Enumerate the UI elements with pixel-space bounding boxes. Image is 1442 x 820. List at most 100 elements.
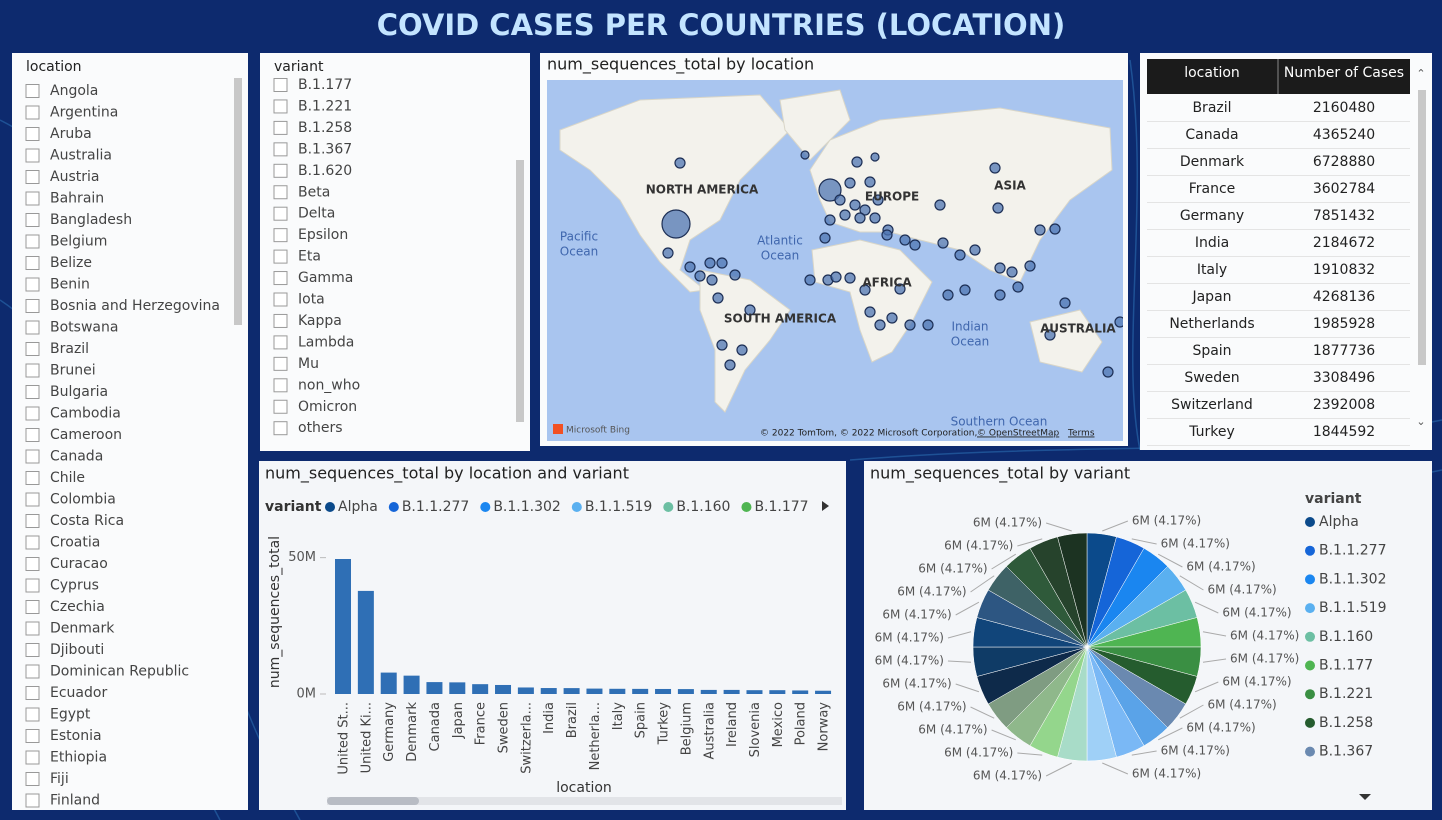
slicer-item[interactable]: Lambda [298, 334, 354, 350]
legend-label[interactable]: B.1.160 [1319, 629, 1373, 645]
legend-label[interactable]: B.1.221 [1319, 686, 1373, 702]
checkbox[interactable] [25, 213, 40, 227]
checkbox[interactable] [25, 772, 40, 786]
slicer-item[interactable]: Costa Rica [50, 513, 124, 529]
checkbox[interactable] [25, 234, 40, 249]
slicer-item[interactable]: Croatia [50, 535, 100, 551]
checkbox[interactable] [25, 342, 40, 356]
slicer-item[interactable]: B.1.177 [298, 77, 352, 93]
slicer-item[interactable]: Djibouti [50, 642, 104, 658]
slicer-item[interactable]: B.1.620 [298, 163, 352, 179]
slicer-item[interactable]: Argentina [50, 105, 118, 121]
checkbox[interactable] [25, 793, 40, 808]
checkbox[interactable] [273, 313, 288, 328]
scroll-up[interactable]: ⌃ [1416, 67, 1425, 80]
checkbox[interactable] [25, 385, 40, 399]
checkbox[interactable] [25, 299, 40, 313]
checkbox[interactable] [25, 643, 40, 657]
checkbox[interactable] [273, 292, 288, 307]
map-terms-link[interactable]: Terms [1067, 429, 1095, 439]
scrollbar[interactable] [234, 78, 242, 325]
checkbox[interactable] [25, 406, 40, 421]
slicer-item[interactable]: others [298, 420, 343, 436]
checkbox[interactable] [25, 600, 40, 614]
legend-label[interactable]: B.1.258 [1319, 715, 1373, 731]
slicer-item[interactable]: Australia [50, 148, 112, 164]
slicer-item[interactable]: Denmark [50, 621, 115, 637]
slicer-item[interactable]: B.1.221 [298, 98, 352, 114]
scrollbar[interactable] [327, 797, 419, 805]
checkbox[interactable] [273, 142, 288, 157]
slicer-item[interactable]: Botswana [50, 320, 118, 336]
slicer-item[interactable]: B.1.367 [298, 141, 352, 157]
checkbox[interactable] [25, 514, 40, 528]
slicer-item[interactable]: Estonia [50, 728, 102, 744]
checkbox[interactable] [25, 578, 40, 593]
legend-more[interactable] [1359, 794, 1371, 800]
legend-label[interactable]: B.1.1.519 [1319, 600, 1387, 616]
slicer-item[interactable]: Chile [50, 470, 85, 486]
checkbox[interactable] [273, 99, 288, 114]
checkbox[interactable] [25, 471, 40, 485]
slicer-item[interactable]: Curacao [50, 556, 108, 572]
slicer-item[interactable]: Cambodia [50, 406, 121, 422]
slicer-item[interactable]: Belize [50, 255, 92, 271]
legend-label[interactable]: Alpha [1319, 514, 1359, 530]
slicer-item[interactable]: Epsilon [298, 227, 348, 243]
scrollbar[interactable] [516, 160, 524, 422]
slicer-item[interactable]: Fiji [50, 771, 69, 787]
slicer-item[interactable]: Aruba [50, 126, 92, 142]
checkbox[interactable] [273, 120, 288, 135]
legend-next[interactable] [822, 501, 829, 511]
checkbox[interactable] [273, 335, 288, 350]
checkbox[interactable] [25, 428, 40, 442]
slicer-item[interactable]: Colombia [50, 492, 116, 508]
slicer-item[interactable]: Beta [298, 184, 330, 200]
slicer-item[interactable]: Egypt [50, 707, 91, 723]
slicer-item[interactable]: Austria [50, 169, 99, 185]
slicer-item[interactable]: Eta [298, 249, 321, 265]
slicer-item[interactable]: Gamma [298, 270, 353, 286]
checkbox[interactable] [273, 228, 288, 243]
checkbox[interactable] [25, 535, 40, 550]
slicer-item[interactable]: Finland [50, 793, 100, 809]
slicer-item[interactable]: Bahrain [50, 191, 104, 207]
legend-label[interactable]: B.1.1.302 [1319, 571, 1387, 587]
checkbox[interactable] [25, 729, 40, 743]
slicer-item[interactable]: Cameroon [50, 427, 122, 443]
checkbox[interactable] [273, 163, 288, 178]
slicer-item[interactable]: Benin [50, 277, 90, 293]
checkbox[interactable] [25, 449, 40, 464]
checkbox[interactable] [273, 356, 288, 371]
slicer-item[interactable]: Ethiopia [50, 750, 107, 766]
checkbox[interactable] [273, 206, 288, 221]
slicer-item[interactable]: B.1.258 [298, 120, 352, 136]
checkbox[interactable] [25, 750, 40, 765]
checkbox[interactable] [25, 127, 40, 141]
checkbox[interactable] [25, 84, 40, 98]
slicer-item[interactable]: Brunei [50, 363, 96, 379]
legend-label[interactable]: B.1.367 [1319, 744, 1373, 760]
slicer-item[interactable]: Bulgaria [50, 384, 108, 400]
slicer-item[interactable]: Iota [298, 292, 325, 308]
checkbox[interactable] [25, 320, 40, 335]
slicer-item[interactable]: Delta [298, 206, 335, 222]
slicer-item[interactable]: Bangladesh [50, 212, 132, 228]
slicer-item[interactable]: Mu [298, 356, 319, 372]
slicer-item[interactable]: Cyprus [50, 578, 99, 594]
checkbox[interactable] [273, 378, 288, 393]
slicer-item[interactable]: Bosnia and Herzegovina [50, 298, 220, 314]
slicer-item[interactable]: Canada [50, 449, 103, 465]
slicer-item[interactable]: non_who [298, 377, 360, 393]
map-osm-link[interactable]: © OpenStreetMap [977, 429, 1060, 439]
checkbox[interactable] [273, 421, 288, 436]
slicer-item[interactable]: Brazil [50, 341, 89, 357]
checkbox[interactable] [25, 621, 40, 636]
checkbox[interactable] [273, 249, 288, 264]
legend-label[interactable]: B.1.1.277 [1319, 543, 1387, 559]
checkbox[interactable] [25, 664, 40, 679]
slicer-item[interactable]: Czechia [50, 599, 105, 615]
checkbox[interactable] [25, 277, 40, 292]
checkbox[interactable] [273, 271, 288, 286]
checkbox[interactable] [25, 191, 40, 206]
